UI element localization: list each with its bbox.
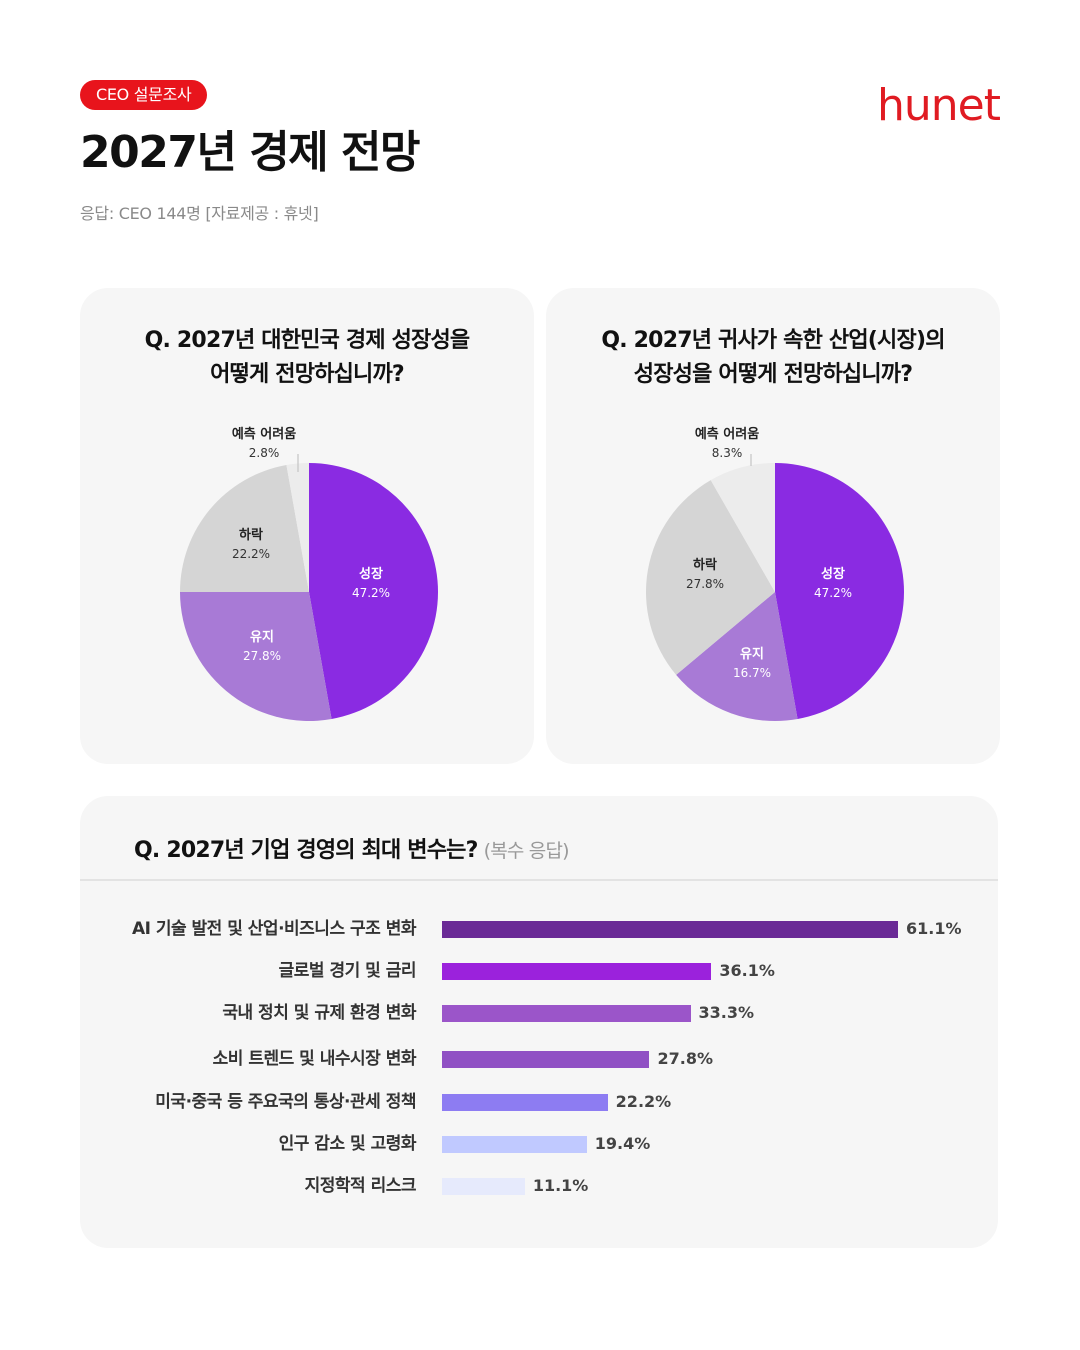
pie-slice-value: 8.3% <box>712 446 743 460</box>
bar-row: 지정학적 리스크 11.1% <box>80 1171 998 1201</box>
pie-slice <box>646 480 775 675</box>
pie-slice-value: 27.8% <box>686 577 724 591</box>
bar-value-label: 27.8% <box>657 1049 713 1068</box>
pie-question-line: Q. 2027년 대한민국 경제 성장성을 <box>144 328 471 353</box>
bar-row: 글로벌 경기 및 금리 36.1% <box>80 956 998 986</box>
pie-slice-value: 27.8% <box>243 649 281 663</box>
survey-badge: CEO 설문조사 <box>80 80 208 110</box>
pie-question-line: 어떻게 전망하십니까? <box>210 362 405 387</box>
bar-category-label: 미국·중국 등 주요국의 통상·관세 정책 <box>155 1092 416 1112</box>
pie-slice-value: 2.8% <box>249 446 280 460</box>
bar-category-label: 인구 감소 및 고령화 <box>278 1134 417 1154</box>
pie-slice-value: 47.2% <box>352 586 390 600</box>
pie-slice-value: 22.2% <box>232 547 270 561</box>
bar <box>442 1051 650 1068</box>
pie-slice-label: 성장 <box>359 566 383 582</box>
bar-row: 국내 정치 및 규제 환경 변화 33.3% <box>80 998 998 1028</box>
pie-chart-industry: 성장 47.2% 유지 16.7% 하락 27.8% 예측 어려움 8.3% <box>646 426 904 721</box>
bar-question-text: Q. 2027년 기업 경영의 최대 변수는? <box>134 838 478 863</box>
pie-slice-label: 유지 <box>250 630 274 645</box>
pie-slice-label: 하락 <box>239 527 263 543</box>
divider <box>80 879 998 881</box>
bar-category-label: 소비 트렌드 및 내수시장 변화 <box>212 1049 417 1069</box>
pie-chart-national: 성장 47.2% 유지 27.8% 하락 22.2% 예측 어려움 2.8% <box>180 426 438 721</box>
bar-value-label: 22.2% <box>615 1092 672 1111</box>
pie-slice-label: 유지 <box>740 647 764 662</box>
pie-slice <box>286 463 309 592</box>
bar <box>442 1005 691 1022</box>
bar-row: 미국·중국 등 주요국의 통상·관세 정책 22.2% <box>80 1087 998 1117</box>
bar-card: Q. 2027년 기업 경영의 최대 변수는? (복수 응답) AI 기술 발전 … <box>80 796 998 1248</box>
pie-card-industry: Q. 2027년 귀사가 속한 산업(시장)의 성장성을 어떻게 전망하십니까?… <box>546 288 1000 764</box>
pie-slice-value: 16.7% <box>733 666 771 680</box>
bar <box>442 1178 525 1195</box>
bar <box>442 921 898 938</box>
page-subtitle: 응답: CEO 144명 [자료제공 : 휴넷] <box>80 204 319 223</box>
pie-slice-value: 47.2% <box>814 586 852 600</box>
pie-slice <box>775 463 904 720</box>
bar-value-label: 61.1% <box>906 919 962 938</box>
pie-slice-label: 예측 어려움 <box>232 426 296 442</box>
bar <box>442 1136 587 1153</box>
bar-row: AI 기술 발전 및 산업·비즈니스 구조 변화 61.1% <box>80 914 998 944</box>
page-title: 2027년 경제 전망 <box>80 127 421 178</box>
bar-category-label: 글로벌 경기 및 금리 <box>278 961 417 981</box>
bar-row: 소비 트렌드 및 내수시장 변화 27.8% <box>80 1044 998 1074</box>
bar-value-label: 11.1% <box>532 1176 589 1195</box>
pie-question: Q. 2027년 대한민국 경제 성장성을 어떻게 전망하십니까? <box>80 324 534 392</box>
pie-card-national: Q. 2027년 대한민국 경제 성장성을 어떻게 전망하십니까? 성장 47.2… <box>80 288 534 764</box>
pie-slice <box>180 464 309 592</box>
bar-row: 인구 감소 및 고령화 19.4% <box>80 1129 998 1159</box>
pie-slice-label: 성장 <box>821 566 845 582</box>
pie-question-line: 성장성을 어떻게 전망하십니까? <box>633 362 913 387</box>
pie-question: Q. 2027년 귀사가 속한 산업(시장)의 성장성을 어떻게 전망하십니까? <box>546 324 1000 392</box>
pie-question-line: Q. 2027년 귀사가 속한 산업(시장)의 <box>601 328 945 353</box>
bar-category-label: 국내 정치 및 규제 환경 변화 <box>222 1003 416 1023</box>
pie-slice-label: 하락 <box>693 557 717 573</box>
pie-slice-label: 예측 어려움 <box>695 426 759 442</box>
pie-slice <box>180 592 332 721</box>
bar-question-note: (복수 응답) <box>483 840 570 862</box>
bar <box>442 1094 608 1111</box>
pie-slice <box>309 463 438 720</box>
bar-value-label: 36.1% <box>719 961 775 980</box>
bar <box>442 963 712 980</box>
bar-value-label: 19.4% <box>594 1134 651 1153</box>
bar-category-label: 지정학적 리스크 <box>304 1176 417 1196</box>
hunet-logo: hunet <box>877 80 1001 131</box>
bar-value-label: 33.3% <box>698 1003 755 1022</box>
pie-slice <box>676 592 798 721</box>
pie-slice <box>710 463 775 592</box>
bar-category-label: AI 기술 발전 및 산업·비즈니스 구조 변화 <box>131 919 417 939</box>
bar-question: Q. 2027년 기업 경영의 최대 변수는? (복수 응답) <box>134 832 570 864</box>
